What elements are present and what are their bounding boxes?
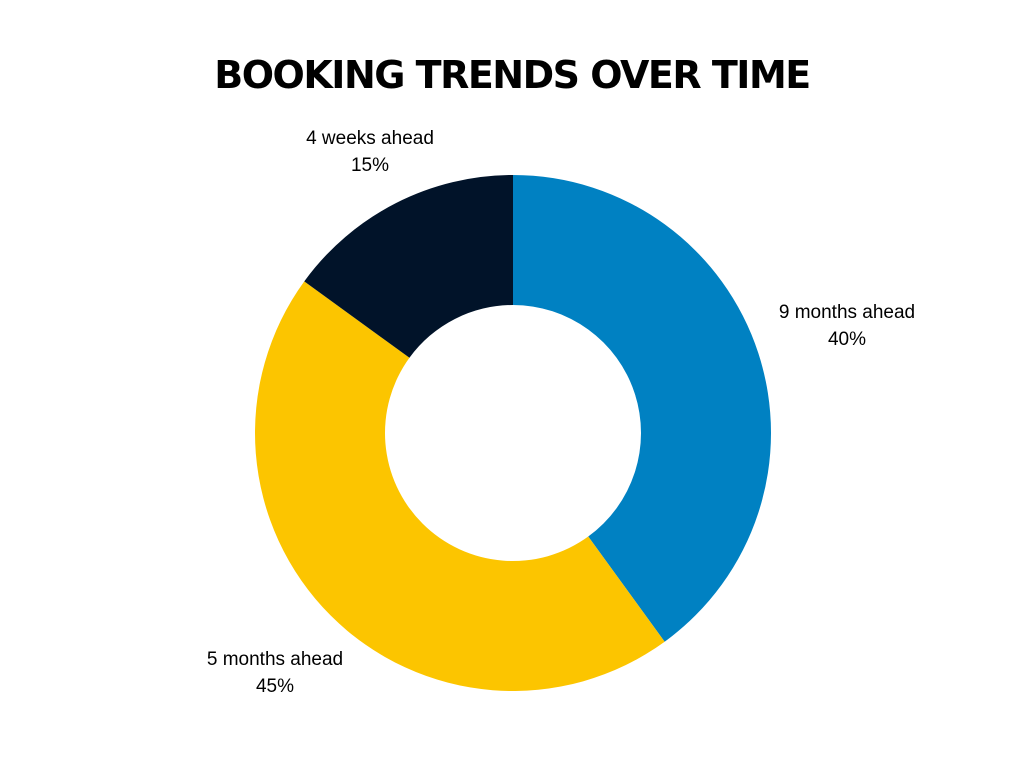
slice-9-months <box>513 175 771 642</box>
slice-5-months <box>255 281 665 691</box>
slice-value-label: 40% <box>827 329 867 350</box>
slice-label-4-weeks: 4 weeks ahead 15% <box>260 125 480 179</box>
slice-category-label: 9 months ahead <box>778 302 916 323</box>
slice-4-weeks <box>304 175 513 358</box>
slice-value-label: 45% <box>255 676 295 697</box>
slice-value-label: 15% <box>350 155 390 176</box>
slice-category-label: 4 weeks ahead <box>306 128 434 149</box>
slice-label-9-months: 9 months ahead 40% <box>737 299 957 353</box>
chart-title: BOOKING TRENDS OVER TIME <box>214 53 811 97</box>
slice-label-5-months: 5 months ahead 45% <box>165 646 385 700</box>
slice-category-label: 5 months ahead <box>206 649 344 670</box>
